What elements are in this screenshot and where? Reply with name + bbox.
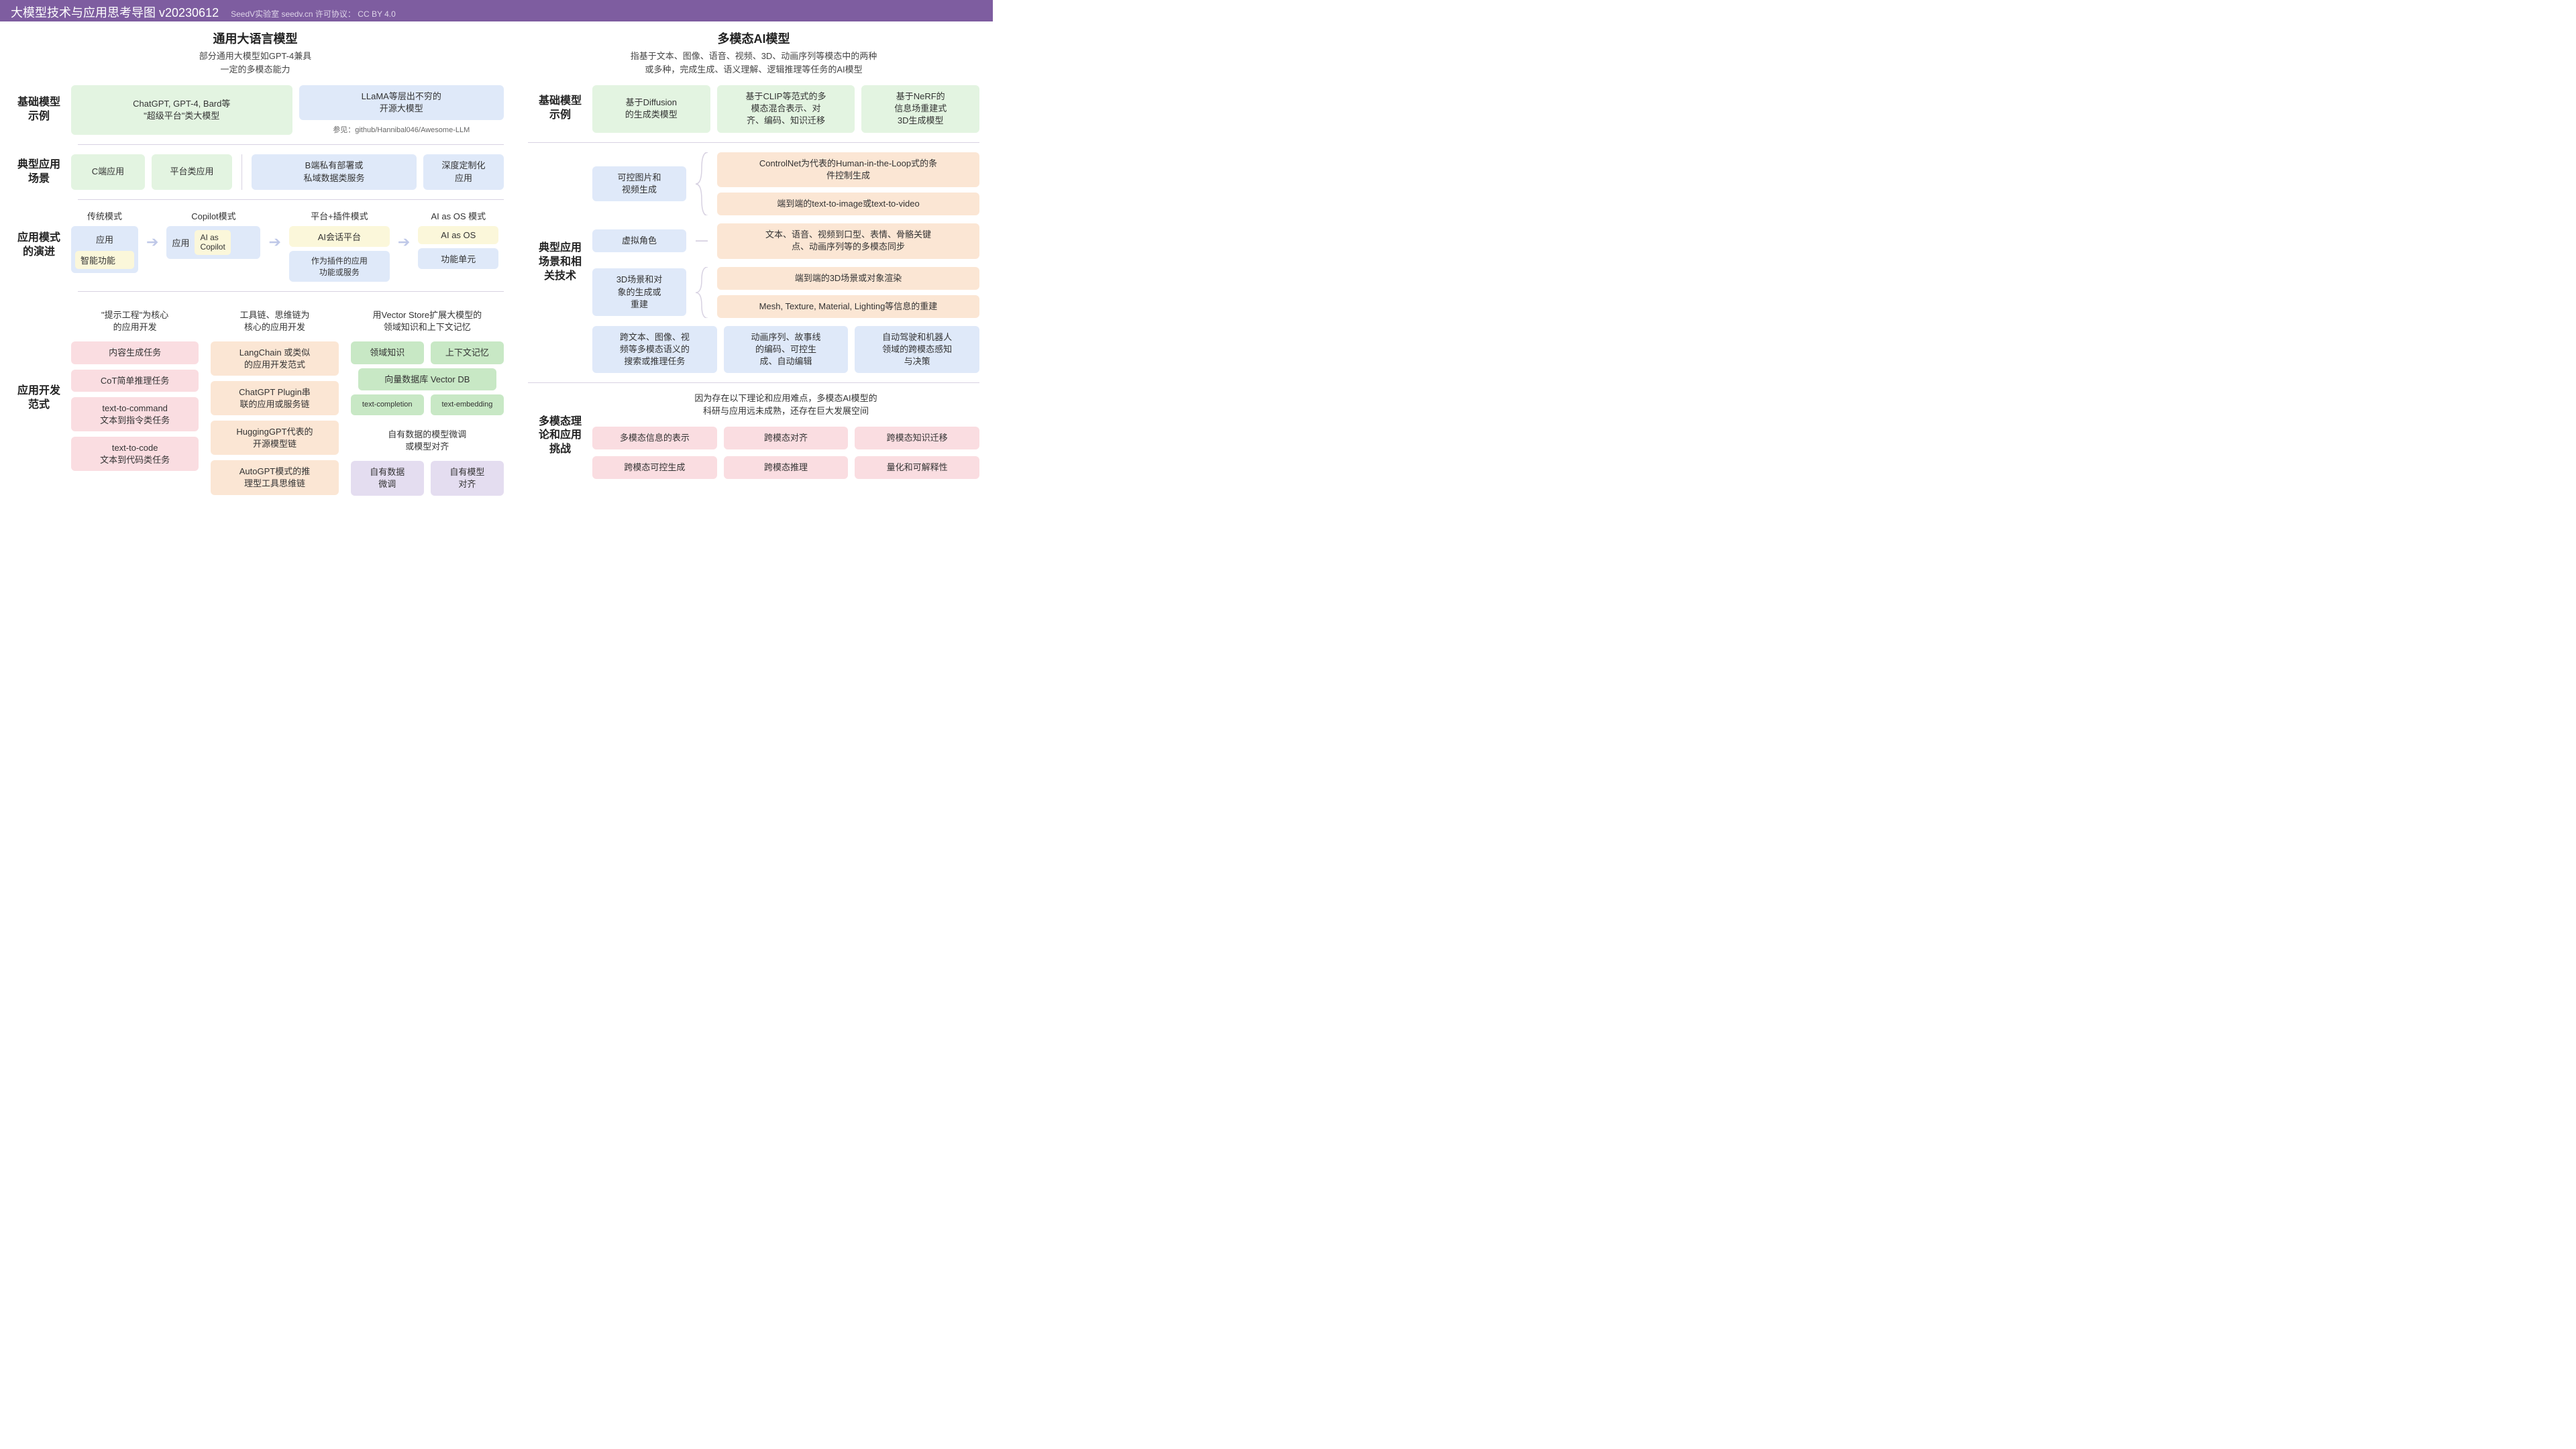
vec-box: 领域知识 — [351, 341, 424, 364]
left-section-subtitle: 部分通用大模型如GPT-4兼具 一定的多模态能力 — [7, 50, 504, 76]
dev-box: HuggingGPT代表的 开源模型链 — [211, 421, 338, 455]
left-section-title: 通用大语言模型 — [7, 30, 504, 47]
vec-box: 上下文记忆 — [431, 341, 504, 364]
challenge-box: 跨模态可控生成 — [592, 456, 717, 479]
left-column: 通用大语言模型 部分通用大模型如GPT-4兼具 一定的多模态能力 基础模型 示例… — [7, 21, 520, 496]
scene-box: 自动驾驶和机器人 领域的跨模态感知 与决策 — [855, 326, 979, 374]
box-c-app: C端应用 — [71, 154, 145, 189]
scene-box: 跨文本、图像、视 频等多模态语义的 搜索或推理任务 — [592, 326, 717, 374]
challenge-box: 量化和可解释性 — [855, 456, 979, 479]
tree-parent: 3D场景和对 象的生成或 重建 — [592, 268, 686, 316]
arrow-icon: ➔ — [396, 233, 411, 251]
page-title: 大模型技术与应用思考导图 v20230612 — [11, 3, 219, 21]
challenge-box: 跨模态对齐 — [724, 427, 849, 449]
dev-box: text-to-code 文本到代码类任务 — [71, 437, 199, 471]
tree-child: ControlNet为代表的Human-in-the-Loop式的条 件控制生成 — [717, 152, 979, 187]
challenge-box: 多模态信息的表示 — [592, 427, 717, 449]
dev-col-vector: 用Vector Store扩展大模型的 领域知识和上下文记忆 领域知识 上下文记… — [351, 309, 504, 496]
bracket-icon — [696, 267, 708, 318]
mode-copilot: Copilot模式 应用 AI as Copilot — [166, 209, 260, 259]
main-content: 通用大语言模型 部分通用大模型如GPT-4兼具 一定的多模态能力 基础模型 示例… — [0, 21, 993, 496]
row-label: 典型应用 场景和相 关技术 — [528, 241, 592, 283]
row-label-scenes: 典型应用 场景 — [7, 154, 71, 189]
tree-child: 端到端的text-to-image或text-to-video — [717, 193, 979, 215]
tree-row: 可控图片和 视频生成 ControlNet为代表的Human-in-the-Lo… — [592, 152, 979, 216]
mode-platform-plugin: 平台+插件模式 AI会话平台 作为插件的应用 功能或服务 — [289, 209, 390, 282]
tree-child: 文本、语音、视频到口型、表情、骨骼关键 点、动画序列等的多模态同步 — [717, 223, 979, 258]
header-bar: 大模型技术与应用思考导图 v20230612 SeedV实验室 seedv.cn… — [0, 0, 993, 21]
row-dev: 应用开发 范式 "提示工程"为核心 的应用开发 内容生成任务 CoT简单推理任务… — [7, 301, 504, 496]
tree-parent: 虚拟角色 — [592, 229, 686, 252]
tree-parent: 可控图片和 视频生成 — [592, 166, 686, 201]
row-label-dev: 应用开发 范式 — [7, 384, 71, 413]
arrow-icon: ➔ — [145, 233, 160, 251]
scenes-bottom-grid: 跨文本、图像、视 频等多模态语义的 搜索或推理任务 动画序列、故事线 的编码、可… — [592, 326, 979, 374]
dev-box: AutoGPT模式的推 理型工具思维链 — [211, 460, 338, 494]
box-clip: 基于CLIP等范式的多 模态混合表示、对 齐、编码、知识迁移 — [717, 85, 855, 133]
ft-box: 自有模型 对齐 — [431, 461, 504, 495]
scene-box: 动画序列、故事线 的编码、可控生 成、自动编辑 — [724, 326, 849, 374]
box-nerf: 基于NeRF的 信息场重建式 3D生成模型 — [861, 85, 979, 133]
tree-row: 3D场景和对 象的生成或 重建 端到端的3D场景或对象渲染 Mesh, Text… — [592, 267, 979, 318]
row-modes: 应用模式 的演进 传统模式 应用 智能功能 ➔ Copilot模式 应用 AI — [7, 209, 504, 282]
vec-box: text-embedding — [431, 394, 504, 415]
challenge-box: 跨模态知识迁移 — [855, 427, 979, 449]
row-label: 多模态理 论和应用 挑战 — [528, 415, 592, 457]
row-scenes: 典型应用 场景 C端应用 平台类应用 B端私有部署或 私域数据类服务 深度定制化… — [7, 154, 504, 189]
vline — [241, 154, 242, 189]
tree-child: Mesh, Texture, Material, Lighting等信息的重建 — [717, 295, 979, 318]
bracket-icon — [696, 152, 708, 216]
vec-box: text-completion — [351, 394, 424, 415]
mode-ai-os: AI as OS 模式 AI as OS 功能单元 — [418, 209, 498, 269]
box-custom: 深度定制化 应用 — [423, 154, 504, 189]
mode-traditional: 传统模式 应用 智能功能 — [71, 209, 138, 273]
right-section-title: 多模态AI模型 — [528, 30, 979, 47]
tree-child: 端到端的3D场景或对象渲染 — [717, 267, 979, 290]
dev-box: LangChain 或类似 的应用开发范式 — [211, 341, 338, 376]
dev-box: ChatGPT Plugin串 联的应用或服务链 — [211, 381, 338, 415]
divider — [528, 142, 979, 143]
tree-row: 虚拟角色 文本、语音、视频到口型、表情、骨骼关键 点、动画序列等的多模态同步 — [592, 223, 979, 258]
arrow-icon: ➔ — [267, 233, 282, 251]
divider — [78, 199, 504, 200]
header-credit: SeedV实验室 seedv.cn 许可协议： CC BY 4.0 — [231, 8, 396, 19]
divider — [78, 144, 504, 145]
box-platform-app: 平台类应用 — [152, 154, 232, 189]
row-right-base: 基础模型 示例 基于Diffusion 的生成类模型 基于CLIP等范式的多 模… — [528, 85, 979, 133]
ft-box: 自有数据 微调 — [351, 461, 424, 495]
right-column: 多模态AI模型 指基于文本、图像、语音、视频、3D、动画序列等模态中的两种 或多… — [520, 21, 979, 496]
row-label-modes: 应用模式 的演进 — [7, 209, 71, 282]
dev-box: CoT简单推理任务 — [71, 370, 199, 392]
box-llama: LLaMA等层出不穷的 开源大模型 — [299, 85, 504, 120]
box-diffusion: 基于Diffusion 的生成类模型 — [592, 85, 710, 133]
row-right-scenes: 典型应用 场景和相 关技术 可控图片和 视频生成 ControlNet为代表的H… — [528, 152, 979, 374]
row-label: 基础模型 示例 — [528, 85, 592, 133]
dev-box: text-to-command 文本到指令类任务 — [71, 397, 199, 431]
dev-col-prompt: "提示工程"为核心 的应用开发 内容生成任务 CoT简单推理任务 text-to… — [71, 309, 199, 496]
divider — [78, 291, 504, 292]
row-base-models: 基础模型 示例 ChatGPT, GPT-4, Bard等 "超级平台"类大模型… — [7, 85, 504, 135]
right-section-subtitle: 指基于文本、图像、语音、视频、3D、动画序列等模态中的两种 或多种，完成生成、语… — [528, 50, 979, 76]
challenges-head: 因为存在以下理论和应用难点，多模态AI模型的 科研与应用远未成熟，还存在巨大发展… — [592, 392, 979, 417]
note-awesome-llm: 参见：github/Hannibal046/Awesome-LLM — [299, 124, 504, 135]
challenge-box: 跨模态推理 — [724, 456, 849, 479]
vec-box: 向量数据库 Vector DB — [358, 368, 496, 391]
box-b-private: B端私有部署或 私域数据类服务 — [252, 154, 417, 189]
dev-box: 内容生成任务 — [71, 341, 199, 364]
divider — [528, 382, 979, 383]
box-chatgpt: ChatGPT, GPT-4, Bard等 "超级平台"类大模型 — [71, 85, 292, 135]
row-label-base: 基础模型 示例 — [7, 85, 71, 135]
bracket-icon — [696, 223, 708, 258]
dev-col-toolchain: 工具链、思维链为 核心的应用开发 LangChain 或类似 的应用开发范式 C… — [211, 309, 338, 496]
row-challenges: 多模态理 论和应用 挑战 因为存在以下理论和应用难点，多模态AI模型的 科研与应… — [528, 392, 979, 479]
